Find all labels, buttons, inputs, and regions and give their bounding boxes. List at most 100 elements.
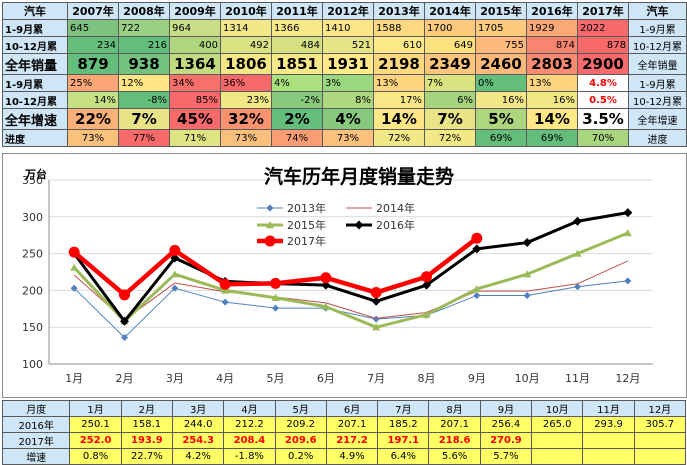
value-cell: 7% [118,108,170,130]
value-cell: 1806 [220,53,272,75]
x-tick-label: 8月 [418,372,436,385]
x-tick-label: 4月 [216,372,234,385]
value-cell: 14% [373,108,425,130]
value-cell: 492 [220,36,272,54]
value-cell: 1364 [169,53,221,75]
x-tick-label: 3月 [166,372,184,385]
month-header: 5月 [274,400,327,417]
value-2016: 209.2 [274,416,327,433]
value-cell: 2349 [424,53,476,75]
year-header: 2014年 [424,2,476,20]
value-cell: 16% [475,91,527,109]
y-tick-label: 200 [22,284,43,297]
data-point [573,249,582,257]
series-line [73,260,629,321]
growth-value: -1.8% [223,448,276,465]
value-cell: 1366 [271,19,323,37]
data-point [119,289,130,301]
data-point [170,270,179,278]
value-cell: 2900 [577,53,629,75]
month-header: 1月 [69,400,122,417]
x-tick-label: 6月 [317,372,335,385]
data-point [472,284,481,293]
row-label-right: 10-12月累 [628,91,687,109]
row-label: 10-12月累 [2,91,68,109]
corner-label: 汽车 [2,2,68,20]
value-cell: 6% [424,91,476,109]
growth-value [633,448,687,465]
value-cell: 74% [271,129,323,147]
value-2017: 252.0 [69,432,122,449]
data-point [120,316,129,326]
data-point [320,272,332,284]
legend-label: 2015年 [287,218,326,232]
data-point [270,277,281,289]
series-line [73,231,629,329]
value-2017 [633,432,687,449]
value-cell: 2460 [475,53,527,75]
value-2017: 208.4 [223,432,276,449]
month-header: 2月 [120,400,173,417]
data-point [354,220,364,230]
year-header: 2009年 [169,2,221,20]
value-2016: 293.9 [582,416,635,433]
data-point [266,221,274,229]
legend-label: 2016年 [376,218,415,232]
value-cell: 22% [67,108,119,130]
value-cell: 8% [322,91,374,109]
value-cell: 13% [526,74,578,92]
data-point [271,293,280,301]
chart-canvas: 100 150 200 250 300 350 1月 2月 3月 4月 5月 6月 7月 8月 9月 10月 1… [22,165,653,385]
growth-value: 4.9% [325,448,379,465]
series-line [73,280,628,339]
value-cell: 45% [169,108,221,130]
value-cell: 25% [67,74,119,92]
value-cell: 879 [67,53,119,75]
value-cell: 73% [322,129,374,147]
month-header: 9月 [479,400,533,417]
year-header: 2015年 [475,2,527,20]
x-tick-label: 7月 [367,372,385,385]
value-cell: 2022 [577,19,629,37]
data-point [623,208,633,218]
value-cell: 14% [526,108,578,130]
row-label-right: 全年销量 [628,53,687,75]
value-cell: 3% [322,74,374,92]
year-header: 2012年 [322,2,374,20]
value-cell: 5% [475,108,527,130]
value-cell: 0.5% [577,91,629,109]
row-label: 1-9月累 [2,19,68,37]
y-tick-label: 300 [22,211,43,224]
value-2017: 217.2 [325,432,379,449]
data-point [221,298,229,306]
value-cell: 2803 [526,53,578,75]
value-cell: 12% [118,74,170,92]
row-label-right: 1-9月累 [628,19,687,37]
data-point [266,204,274,212]
series-2013年 [70,277,632,342]
year-header: 2013年 [373,2,425,20]
value-cell: 216 [118,36,170,54]
growth-value: 0.8% [69,448,122,465]
month-header: 4月 [223,400,276,417]
row-label: 增速 [1,448,71,465]
value-2016: 265.0 [531,416,584,433]
data-point [171,284,179,292]
year-header: 2008年 [118,2,170,20]
value-cell: 73% [67,129,119,147]
growth-value: 5.6% [428,448,481,465]
monthly-sales-table: 月度 1月 2月 3月 4月 5月 6月 7月 8月 9月 10月 11月 12月 2016年 250.1 1… [1,400,687,465]
row-label: 进度 [2,129,68,147]
value-2016: 305.7 [633,416,687,433]
monthly-sales-chart: 100 150 200 250 300 350 1月 2月 3月 4月 5月 6月 7月 8月 9月 10月 1… [2,153,687,398]
legend-entry: 2016年 [346,218,415,232]
value-cell: -8% [118,91,170,109]
value-cell: 2198 [373,53,425,75]
series-2017年 [68,232,483,301]
value-2016: 212.2 [223,416,276,433]
year-header-row: 汽车 2007年 2008年 2009年 2010年 2011年 2012年 2013年 201… [2,2,687,20]
data-point [573,216,582,226]
table-row: 1-9月累 645 722 964 1314 1366 1410 1588 1700 1705 19… [2,19,687,37]
month-header: 10月 [531,400,584,417]
data-point [422,280,431,290]
